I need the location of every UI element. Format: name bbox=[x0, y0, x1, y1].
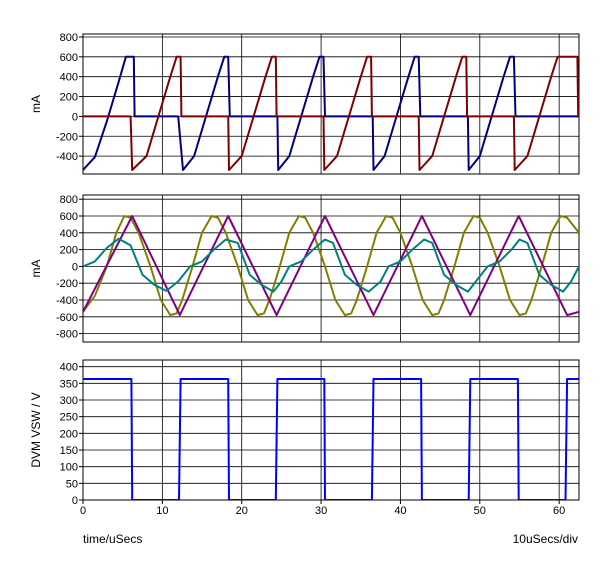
y-tick-label: 250 bbox=[60, 412, 78, 424]
y-tick-label: 600 bbox=[60, 52, 78, 64]
y-tick-label: 350 bbox=[60, 378, 78, 390]
y-axis-label: DVM VSW / V bbox=[29, 392, 43, 467]
x-tick-label: 50 bbox=[474, 505, 486, 517]
x-scale-label: 10uSecs/div bbox=[512, 532, 578, 546]
x-axis-label: time/uSecs bbox=[83, 532, 143, 546]
y-tick-label: 200 bbox=[60, 428, 78, 440]
panel-frame bbox=[82, 359, 580, 501]
y-tick-label: 100 bbox=[60, 462, 78, 474]
x-tick-label: 10 bbox=[156, 505, 168, 517]
y-tick-label: 200 bbox=[60, 92, 78, 104]
y-tick-label: 400 bbox=[60, 228, 78, 240]
y-axis-label: mA bbox=[29, 95, 43, 113]
y-tick-label: 400 bbox=[60, 362, 78, 374]
panel-frame bbox=[82, 33, 580, 175]
y-tick-label: -800 bbox=[56, 329, 78, 341]
y-tick-label: 150 bbox=[60, 445, 78, 457]
panel-frame bbox=[82, 194, 580, 343]
y-tick-label: -600 bbox=[56, 312, 78, 324]
series-line-1 bbox=[83, 215, 579, 317]
y-tick-label: -400 bbox=[56, 295, 78, 307]
x-tick-label: 0 bbox=[80, 505, 86, 517]
series-line-3 bbox=[83, 237, 579, 293]
y-tick-label: 0 bbox=[72, 111, 78, 123]
x-tick-label: 30 bbox=[315, 505, 327, 517]
y-tick-label: 400 bbox=[60, 72, 78, 84]
panel-2: 800 600 400 200 0 -200 -400 -600 -800 mA bbox=[29, 194, 580, 343]
panel-1: 800 600 400 200 0 -200 -400 mA bbox=[29, 32, 580, 175]
y-tick-label: 50 bbox=[66, 478, 78, 490]
series-line-1 bbox=[83, 378, 579, 500]
y-tick-label: 0 bbox=[72, 495, 78, 507]
y-tick-label: 0 bbox=[72, 261, 78, 273]
series-line-2 bbox=[83, 55, 579, 171]
y-tick-label: -400 bbox=[56, 151, 78, 163]
y-tick-label: 800 bbox=[60, 32, 78, 44]
x-tick-label: 40 bbox=[394, 505, 406, 517]
panel-3: 400 350 300 250 200 150 100 50 00 10 20 30 40 50 60 DVM… bbox=[29, 359, 580, 517]
series-line-2 bbox=[83, 215, 579, 317]
y-tick-label: 600 bbox=[60, 211, 78, 223]
x-tick-label: 20 bbox=[236, 505, 248, 517]
y-tick-label: 800 bbox=[60, 194, 78, 206]
y-tick-label: 200 bbox=[60, 245, 78, 257]
y-tick-label: 300 bbox=[60, 395, 78, 407]
y-tick-label: -200 bbox=[56, 131, 78, 143]
y-axis-label: mA bbox=[29, 260, 43, 278]
series-line-1 bbox=[83, 55, 579, 171]
y-tick-label: -200 bbox=[56, 278, 78, 290]
x-tick-label: 60 bbox=[553, 505, 565, 517]
